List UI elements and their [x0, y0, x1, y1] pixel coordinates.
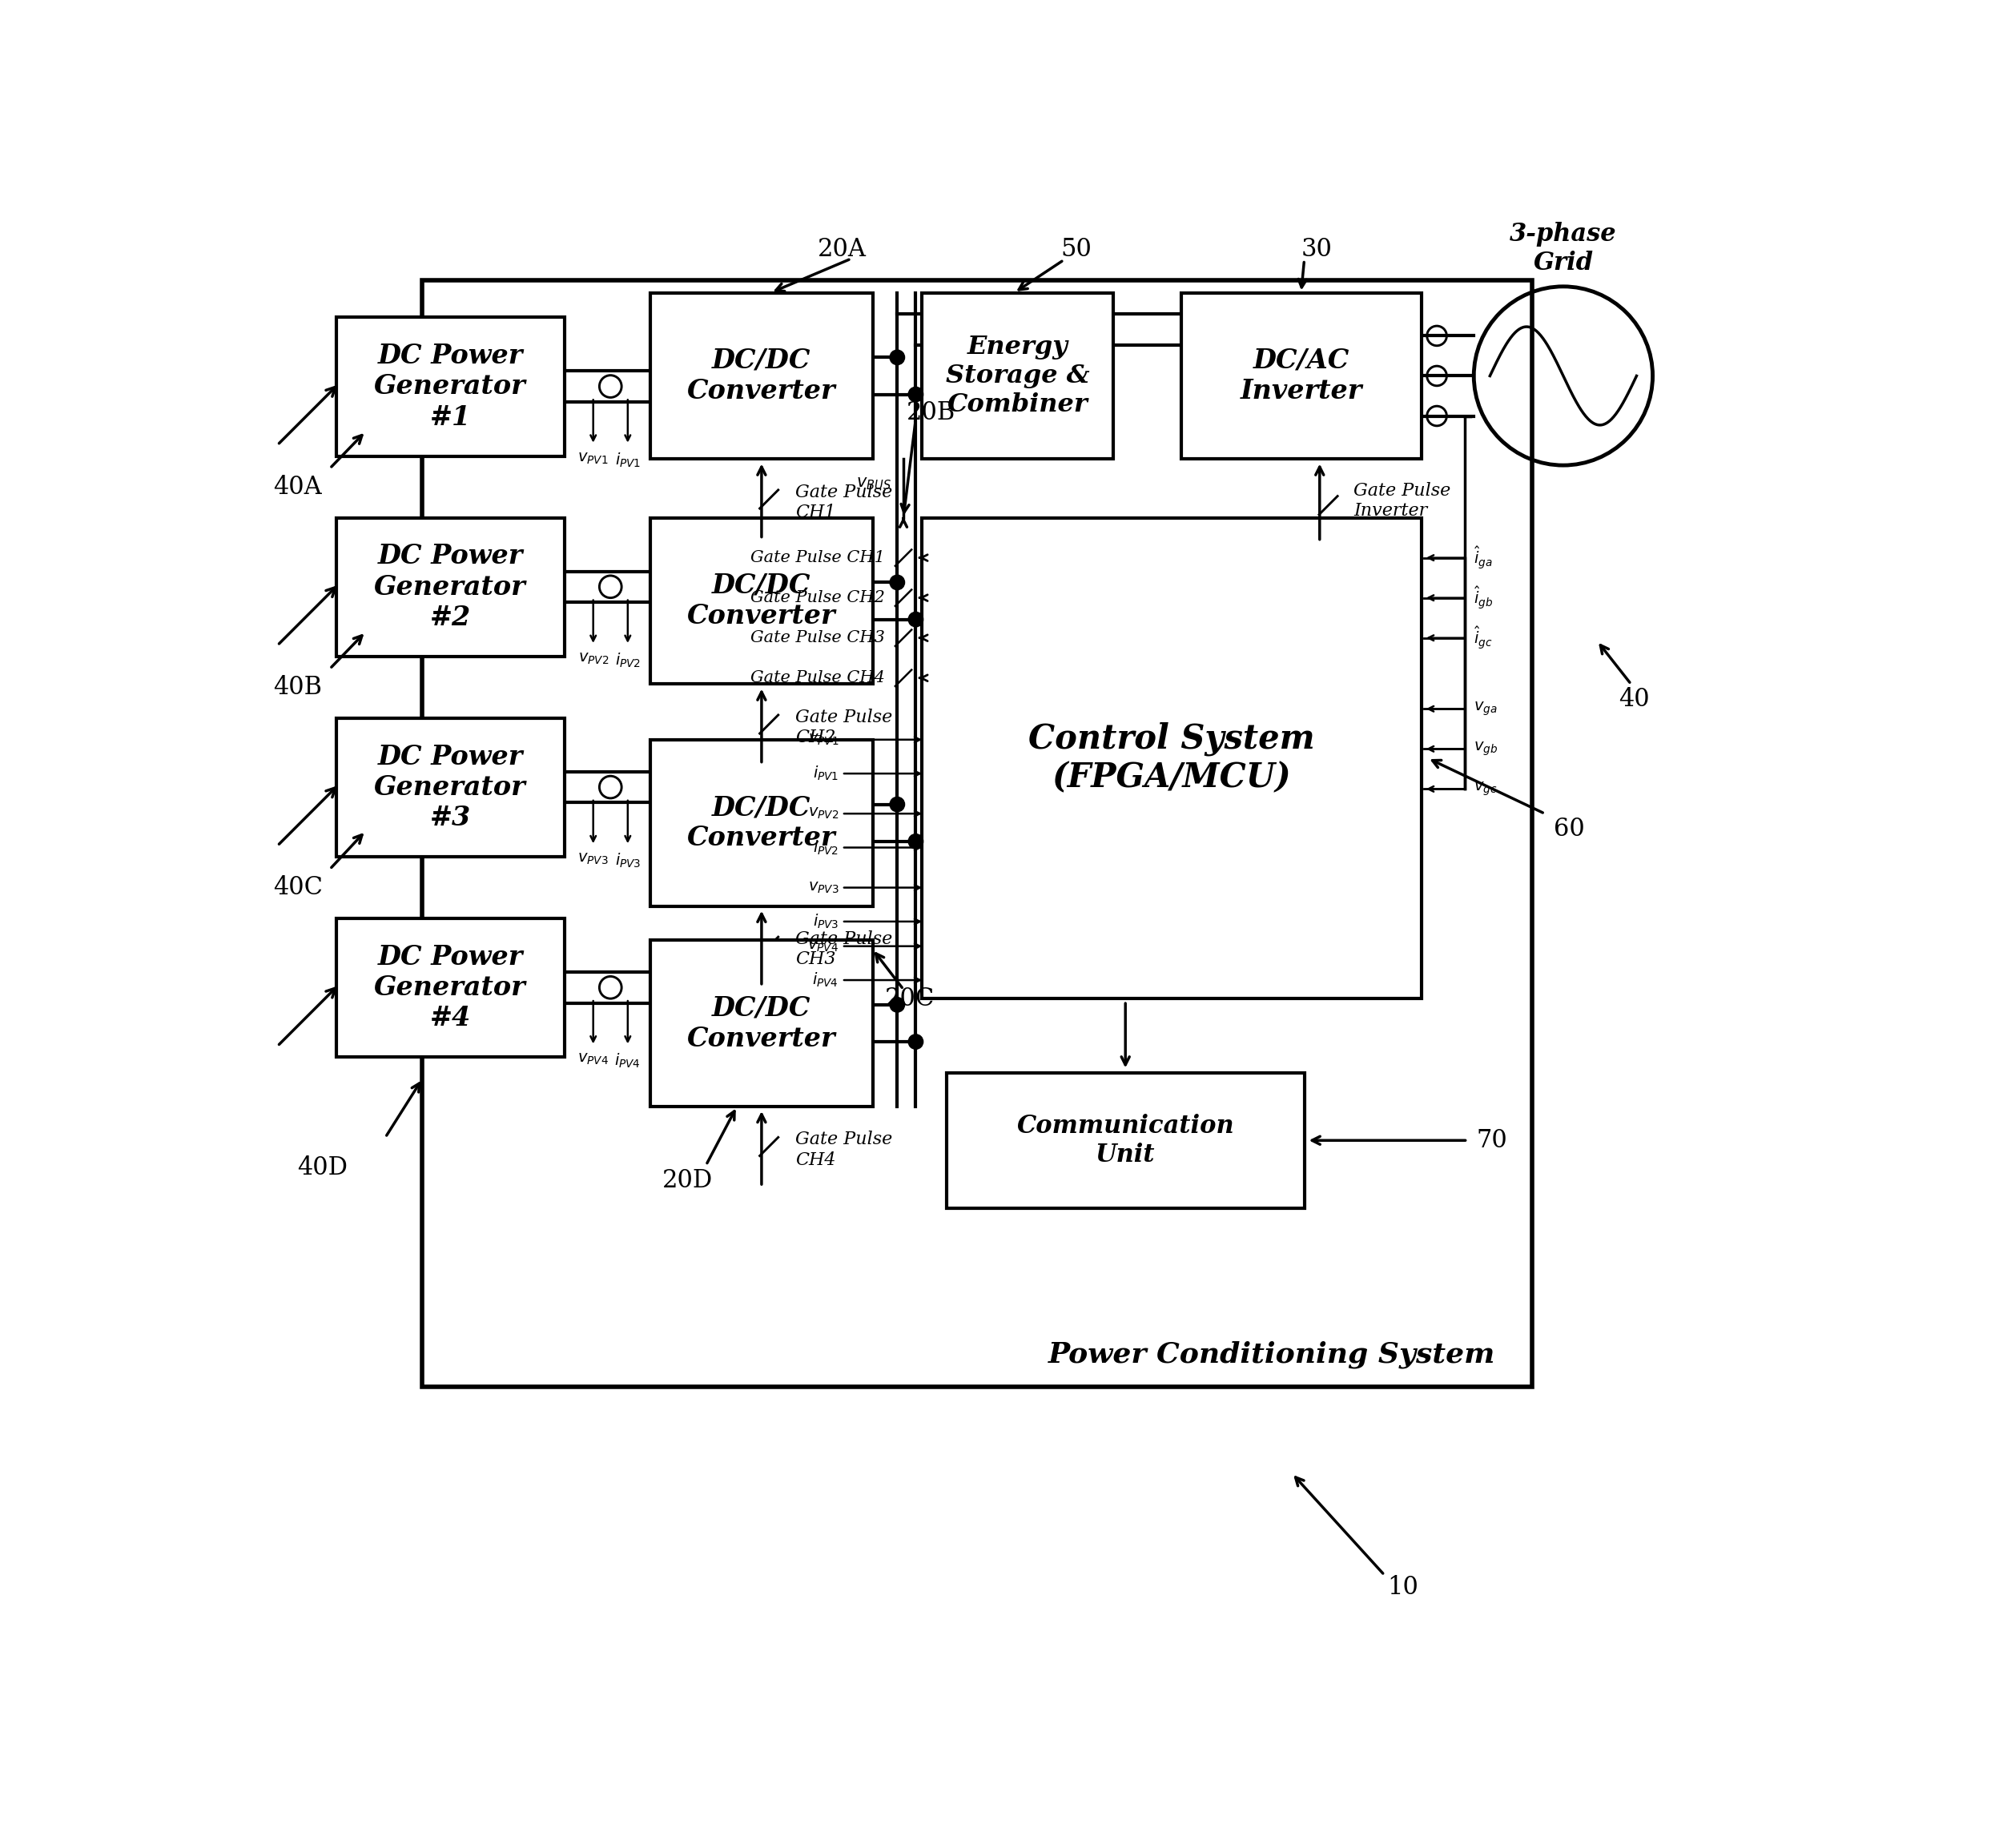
Circle shape	[909, 612, 923, 626]
Bar	[335, 517, 564, 656]
Bar	[335, 719, 564, 857]
Bar	[947, 1072, 1305, 1209]
Text: DC Power
Generator
#2: DC Power Generator #2	[373, 543, 526, 630]
Text: DC/DC
Converter: DC/DC Converter	[686, 795, 835, 852]
Text: Energy
Storage &
Combiner: Energy Storage & Combiner	[945, 334, 1090, 418]
Text: $i_{PV2}$: $i_{PV2}$	[813, 839, 839, 856]
Text: 40A: 40A	[273, 475, 323, 499]
Text: DC/AC
Inverter: DC/AC Inverter	[1240, 347, 1363, 405]
Text: $i_{PV2}$: $i_{PV2}$	[614, 652, 640, 669]
Text: 10: 10	[1387, 1574, 1419, 1600]
Text: $i_{PV3}$: $i_{PV3}$	[614, 852, 640, 870]
Bar	[335, 918, 564, 1057]
Circle shape	[909, 386, 923, 401]
Text: 40D: 40D	[297, 1155, 347, 1181]
Text: $i_{PV4}$: $i_{PV4}$	[813, 972, 839, 989]
Circle shape	[889, 998, 905, 1013]
Text: Gate Pulse CH3: Gate Pulse CH3	[751, 630, 885, 645]
Text: $\hat{i}_{gb}$: $\hat{i}_{gb}$	[1473, 584, 1493, 612]
Text: DC Power
Generator
#3: DC Power Generator #3	[373, 743, 526, 832]
Text: $i_{PV1}$: $i_{PV1}$	[614, 451, 640, 469]
Circle shape	[889, 349, 905, 364]
Bar	[421, 281, 1533, 1388]
Circle shape	[889, 796, 905, 811]
Text: DC Power
Generator
#4: DC Power Generator #4	[373, 944, 526, 1031]
Text: Power Conditioning System: Power Conditioning System	[1048, 1342, 1495, 1369]
Circle shape	[909, 833, 923, 848]
Text: Gate Pulse
CH3: Gate Pulse CH3	[795, 930, 893, 968]
Text: 60: 60	[1553, 817, 1586, 841]
Text: 70: 70	[1477, 1127, 1507, 1153]
Text: 3-phase
Grid: 3-phase Grid	[1509, 222, 1618, 275]
Text: $i_{PV4}$: $i_{PV4}$	[614, 1052, 640, 1070]
Bar	[1180, 292, 1421, 458]
Text: 20D: 20D	[662, 1168, 712, 1192]
Text: 40C: 40C	[273, 876, 323, 900]
Text: $v_{PV1}$: $v_{PV1}$	[578, 451, 608, 466]
Text: Communication
Unit: Communication Unit	[1018, 1114, 1234, 1168]
Text: DC/DC
Converter: DC/DC Converter	[686, 347, 835, 405]
Text: 50: 50	[1060, 237, 1092, 262]
Circle shape	[909, 1035, 923, 1050]
Text: $v_{PV4}$: $v_{PV4}$	[807, 939, 839, 954]
Text: $v_{BUS}$: $v_{BUS}$	[855, 477, 891, 492]
Text: $v_{PV3}$: $v_{PV3}$	[578, 852, 608, 867]
Bar	[921, 292, 1114, 458]
Text: $v_{PV2}$: $v_{PV2}$	[578, 652, 608, 665]
Text: $v_{PV3}$: $v_{PV3}$	[807, 880, 839, 894]
Text: 40: 40	[1620, 687, 1650, 711]
Bar	[650, 739, 873, 906]
Text: Gate Pulse CH1: Gate Pulse CH1	[751, 551, 885, 565]
Circle shape	[889, 575, 905, 590]
Text: $\hat{i}_{ga}$: $\hat{i}_{ga}$	[1473, 545, 1493, 571]
Text: 20B: 20B	[907, 401, 955, 425]
Bar	[650, 517, 873, 684]
Text: $i_{PV3}$: $i_{PV3}$	[813, 913, 839, 930]
Text: Gate Pulse
Inverter: Gate Pulse Inverter	[1353, 482, 1451, 519]
Text: 20C: 20C	[885, 987, 935, 1011]
Text: 20A: 20A	[817, 237, 867, 262]
Text: 40B: 40B	[273, 675, 323, 700]
Text: Gate Pulse CH4: Gate Pulse CH4	[751, 671, 885, 686]
Bar	[650, 292, 873, 458]
Text: DC/DC
Converter: DC/DC Converter	[686, 573, 835, 630]
Text: DC/DC
Converter: DC/DC Converter	[686, 994, 835, 1052]
Text: Gate Pulse
CH4: Gate Pulse CH4	[795, 1131, 893, 1168]
Bar	[335, 318, 564, 456]
Text: $\hat{i}_{gc}$: $\hat{i}_{gc}$	[1473, 625, 1493, 650]
Text: Gate Pulse CH2: Gate Pulse CH2	[751, 590, 885, 606]
Text: Control System
(FPGA/MCU): Control System (FPGA/MCU)	[1028, 723, 1315, 795]
Text: $v_{PV2}$: $v_{PV2}$	[809, 806, 839, 821]
Text: $v_{gb}$: $v_{gb}$	[1473, 741, 1497, 758]
Text: DC Power
Generator
#1: DC Power Generator #1	[373, 344, 526, 431]
Text: $v_{gc}$: $v_{gc}$	[1473, 780, 1497, 798]
Text: $v_{PV4}$: $v_{PV4}$	[578, 1052, 608, 1066]
Text: 30: 30	[1301, 237, 1333, 262]
Text: $v_{ga}$: $v_{ga}$	[1473, 700, 1497, 717]
Text: Gate Pulse
CH1: Gate Pulse CH1	[795, 484, 893, 521]
Text: Gate Pulse
CH2: Gate Pulse CH2	[795, 708, 893, 747]
Text: $i_{PV1}$: $i_{PV1}$	[813, 765, 839, 782]
Bar	[650, 941, 873, 1107]
Text: $v_{PV1}$: $v_{PV1}$	[809, 732, 839, 747]
Bar	[921, 517, 1421, 998]
